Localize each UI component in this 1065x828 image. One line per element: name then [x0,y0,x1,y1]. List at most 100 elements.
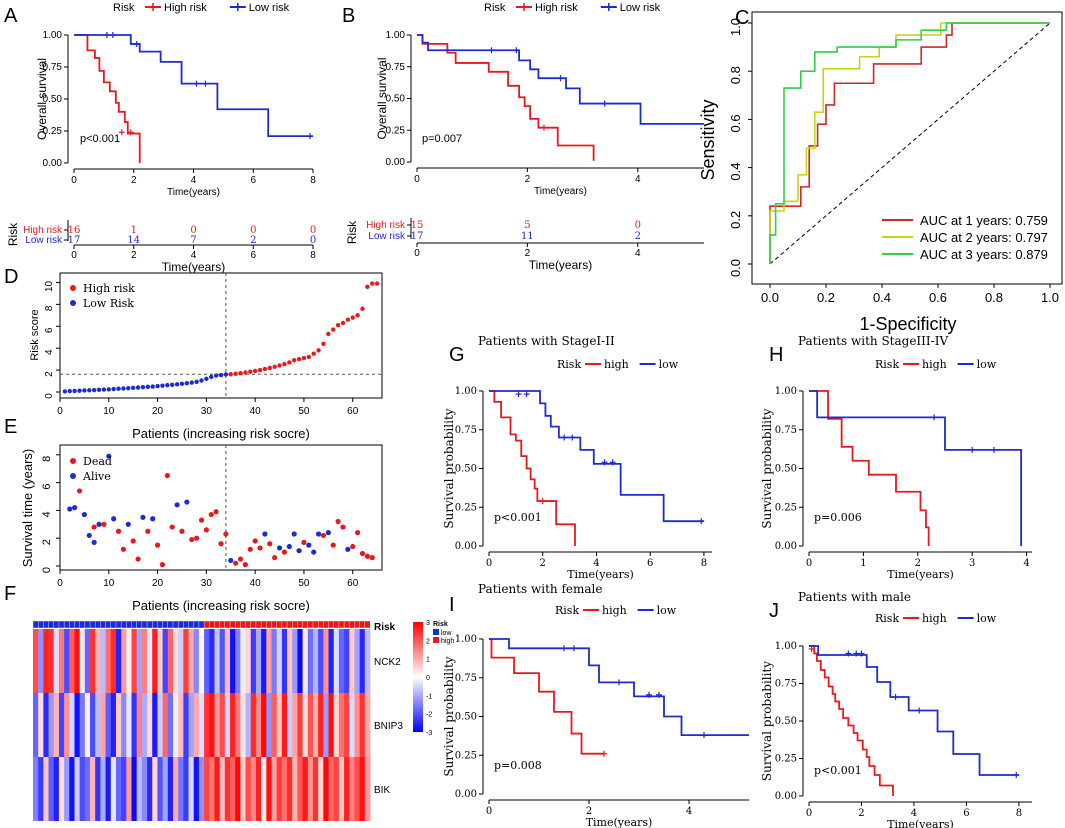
annotation-cell [250,620,257,629]
risk-table-x-tick-label: 2 [131,250,137,261]
heatmap-cell [141,757,148,821]
p-value: p<0.001 [494,511,542,524]
annotation-cell [260,620,267,629]
point-high-risk [272,364,277,370]
annotation-cell [292,620,298,629]
heatmap-cell [204,693,210,757]
heatmap-cell [349,693,355,757]
heatmap-cell [240,757,246,821]
annotation-cell [63,620,70,629]
heatmap-cell [219,757,226,821]
risk-count: 11 [521,231,534,242]
legend-label: low [977,358,997,371]
legend-swatch [433,637,439,643]
annotation-cell [177,620,184,629]
heatmap-cell [95,757,101,821]
heatmap-cell [261,693,267,757]
heatmap-cell [152,629,158,693]
panel-letter: D [4,266,18,288]
heatmap-cell [271,757,278,821]
point-alive [276,545,283,551]
heatmap-cell [74,629,81,693]
heatmap-cell [58,757,65,821]
heatmap-cell [240,693,246,757]
annotation-cell [89,620,96,629]
x-tick-label: 0.6 [929,290,947,305]
y-tick-label: 0.4 [728,163,743,181]
panel-letter: I [449,594,455,616]
risk-table-x-label: Time(years) [529,258,593,272]
legend-label: High risk [164,2,207,14]
point-dead [359,550,366,557]
legend-label: high [602,604,627,617]
legend-title: Risk [484,2,506,14]
point-alive [184,499,190,505]
heatmap-cell [74,693,81,757]
y-axis-label: Survival probability [760,661,774,781]
km-curve-high-risk [74,34,141,163]
heatmap-cell [271,629,278,693]
risk-count: 17 [411,231,424,242]
x-tick-label: 0.8 [985,290,1003,305]
point-low-risk [140,384,146,390]
heatmap-cell [224,757,231,821]
heatmap-cell [95,693,101,757]
annotation-cell [48,620,55,629]
heatmap-cell [178,629,184,693]
point-alive [315,531,322,537]
point-high-risk [238,370,243,376]
point-low-risk [130,385,136,391]
heatmap-cell [328,757,335,821]
point-low-risk [67,388,72,394]
legend-label: high [604,358,629,371]
heatmap-cell [90,629,96,693]
plot-frame [751,11,1063,285]
annotation-cell [234,620,241,629]
point-high-risk [345,317,351,322]
point-low-risk [145,384,151,390]
point-high-risk [365,284,370,290]
point-alive [306,542,312,548]
heatmap-cell [297,629,303,693]
risk-table-x-tick-label: 4 [635,248,641,259]
y-tick-label: 6 [44,327,55,333]
point-high-risk [350,315,355,320]
y-tick-label: 0.75 [775,425,797,436]
annotation-cell [323,620,330,629]
point-alive [125,521,131,527]
heatmap-cell [141,629,148,693]
point-high-risk [277,363,282,368]
x-axis-label: Time(years) [534,186,587,197]
heatmap-cell [33,693,39,757]
heatmap-cell [323,693,329,757]
heatmap-cell [266,757,272,821]
heatmap-cell [193,693,200,757]
point-dead [203,527,209,533]
legend-label: low [977,612,997,625]
x-axis-label: Time(years) [887,818,954,828]
heatmap-cell [147,629,153,693]
heatmap-cell [188,629,195,693]
heatmap-cell [126,693,132,757]
heatmap-cell [121,757,127,821]
y-axis-label: Overall survival [375,57,389,139]
heatmap-cell [79,629,86,693]
x-tick-label: 0 [486,558,492,569]
heatmap-cell [230,757,236,821]
heatmap-cell [328,629,335,693]
point-dead [179,528,185,534]
point-low-risk [62,389,68,394]
legend-swatch [433,629,439,635]
annotation-cell [343,620,350,629]
point-high-risk [335,322,341,328]
x-tick-label: 0.0 [761,290,779,305]
annotation-cell [141,620,148,629]
heatmap-cell [302,629,309,693]
point-high-risk [301,355,307,361]
annotation-cell [115,620,122,629]
annotation-cell [120,620,127,629]
annotation-cell [136,620,143,629]
heatmap-cell [235,693,241,757]
heatmap-cell [287,693,293,757]
y-tick-label: 0.25 [386,125,406,136]
